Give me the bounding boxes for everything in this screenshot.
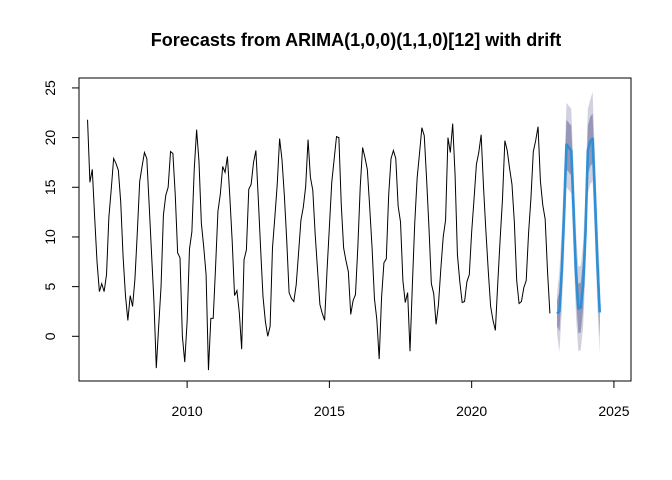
y-tick-label-5: 5 (42, 283, 58, 291)
chart-title: Forecasts from ARIMA(1,0,0)(1,1,0)[12] w… (151, 30, 561, 50)
band-80-area (557, 113, 600, 338)
forecast-mean-line (556, 137, 601, 315)
x-tick-label-2015: 2015 (314, 403, 345, 419)
series-lines (87, 119, 601, 371)
y-tick-label-15: 15 (42, 179, 58, 195)
y-tick-label-10: 10 (42, 229, 58, 245)
x-tick-label-2020: 2020 (456, 403, 487, 419)
x-tick-label-2025: 2025 (598, 403, 629, 419)
y-axis: 0 5 10 15 20 25 (42, 80, 80, 340)
prediction-intervals (557, 91, 600, 356)
y-tick-label-25: 25 (42, 80, 58, 96)
x-tick-label-2010: 2010 (172, 403, 203, 419)
y-tick-label-0: 0 (42, 332, 58, 340)
observed-series-line (87, 119, 551, 371)
x-axis: 2010 2015 2020 2025 (172, 380, 630, 419)
plot-frame (78, 77, 632, 382)
y-tick-label-20: 20 (42, 130, 58, 146)
